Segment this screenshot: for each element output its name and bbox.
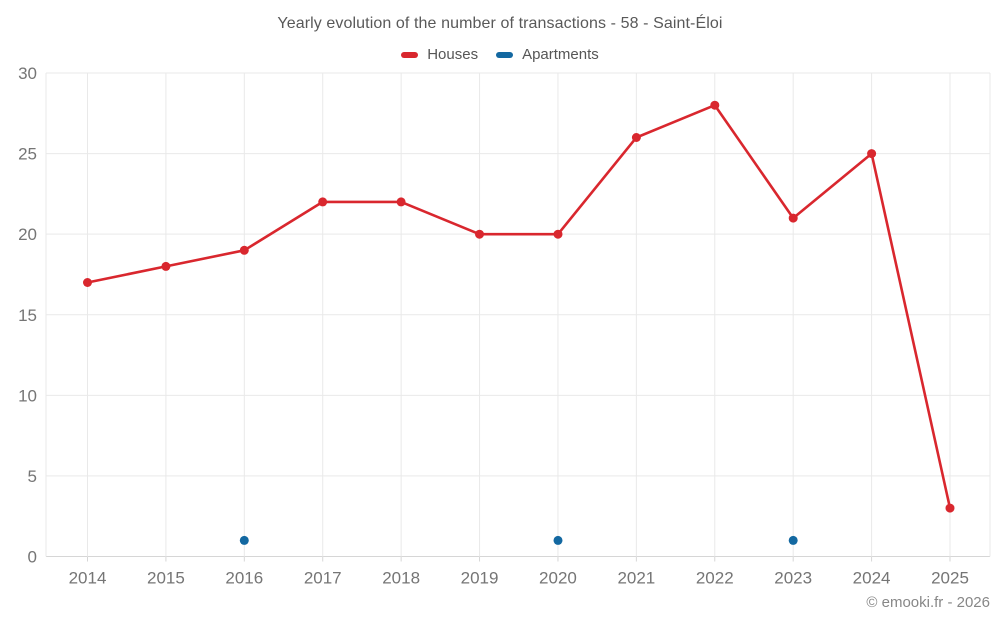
x-tick-label-2023: 2023 — [774, 569, 812, 588]
data-point-houses-2014[interactable] — [83, 278, 92, 287]
legend-item-apartments[interactable]: Apartments — [496, 46, 599, 63]
data-point-houses-2017[interactable] — [318, 197, 328, 207]
y-tick-label-10: 10 — [18, 386, 37, 405]
houses-line — [86, 103, 952, 510]
x-tick-label-2020: 2020 — [539, 569, 577, 588]
legend-label-apartments: Apartments — [522, 46, 599, 63]
data-point-houses-2019[interactable] — [475, 229, 484, 239]
data-point-houses-2018[interactable] — [396, 197, 406, 207]
x-tick-label-2017: 2017 — [304, 569, 342, 588]
y-tick-label-30: 30 — [18, 64, 37, 83]
x-tick-label-2019: 2019 — [461, 569, 499, 588]
legend: Houses Apartments — [0, 46, 1000, 63]
x-tick-label-2015: 2015 — [147, 569, 185, 588]
x-tick-label-2021: 2021 — [617, 569, 655, 588]
data-point-houses-2015[interactable] — [161, 261, 171, 271]
x-tick-label-2014: 2014 — [69, 569, 107, 588]
legend-label-houses: Houses — [427, 46, 479, 63]
x-tick-label-2022: 2022 — [696, 569, 734, 588]
series-layer — [83, 100, 955, 545]
data-point-houses-2021[interactable] — [631, 133, 641, 142]
y-tick-label-20: 20 — [18, 225, 37, 244]
apartments-swatch-icon — [496, 51, 514, 58]
y-tick-label-15: 15 — [18, 306, 37, 325]
chart-title: Yearly evolution of the number of transa… — [277, 15, 723, 32]
data-point-houses-2023[interactable] — [788, 213, 798, 223]
x-tick-label-2016: 2016 — [225, 569, 263, 588]
data-point-apartments-2023[interactable] — [788, 535, 798, 545]
data-point-houses-2024[interactable] — [867, 149, 877, 159]
copyright: © emooki.fr - 2026 — [866, 594, 990, 611]
x-tick-label-2024: 2024 — [853, 569, 891, 588]
legend-item-houses[interactable]: Houses — [401, 46, 478, 63]
houses-swatch-icon — [401, 51, 419, 58]
data-point-apartments-2016[interactable] — [239, 535, 249, 545]
data-point-apartments-2020[interactable] — [553, 535, 563, 545]
x-tick-label-2018: 2018 — [382, 569, 420, 588]
gridlines — [45, 72, 991, 562]
x-tick-label-2025: 2025 — [931, 569, 969, 588]
y-tick-label-5: 5 — [28, 467, 37, 486]
y-tick-label-25: 25 — [18, 145, 37, 164]
data-point-houses-2025[interactable] — [945, 503, 955, 513]
y-tick-label-0: 0 — [28, 548, 37, 567]
data-point-houses-2016[interactable] — [239, 245, 249, 255]
data-point-houses-2022[interactable] — [710, 100, 720, 110]
data-point-houses-2020[interactable] — [553, 229, 563, 239]
